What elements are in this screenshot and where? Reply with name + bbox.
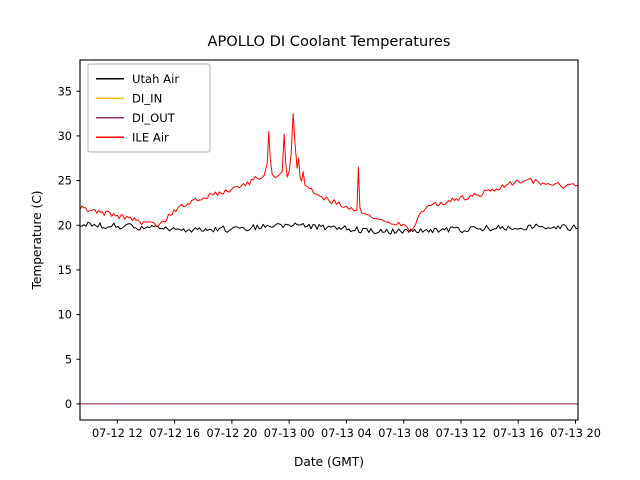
x-axis-label: Date (GMT) (294, 455, 364, 469)
legend-box (87, 63, 211, 153)
series-ile-air (79, 113, 579, 233)
y-axis-label: Temperature (C) (30, 190, 44, 290)
legend-label-di-out: DI_OUT (132, 111, 176, 125)
x-tick-label: 07-13 00 (264, 427, 315, 440)
y-tick-label: 30 (58, 130, 72, 143)
legend-label-di-in: DI_IN (132, 91, 162, 105)
data-series-layer (79, 113, 579, 405)
y-tick-label: 15 (58, 264, 72, 277)
y-tick-label: 25 (58, 175, 72, 188)
x-tick-label: 07-13 12 (436, 427, 487, 440)
y-tick-label: 35 (58, 85, 72, 98)
y-tick-label: 5 (65, 353, 72, 366)
chart-title: APOLLO DI Coolant Temperatures (207, 33, 450, 50)
x-tick-label: 07-13 16 (493, 427, 544, 440)
x-tick-label: 07-13 04 (321, 427, 372, 440)
axes-frame (79, 59, 579, 421)
series-utah-air (79, 221, 579, 235)
x-tick-label: 07-12 20 (206, 427, 257, 440)
x-tick-label: 07-13 08 (378, 427, 429, 440)
chart-legend[interactable]: Utah Air DI_IN DI_OUT ILE Air (87, 63, 211, 153)
x-tick-label: 07-12 12 (92, 427, 143, 440)
legend-label-ile-air: ILE Air (132, 130, 169, 144)
y-axis-ticks: 0 5 10 15 20 25 30 35 (58, 85, 80, 411)
y-tick-label: 20 (58, 219, 72, 232)
legend-label-utah-air: Utah Air (132, 72, 179, 86)
x-axis-ticks: 07-12 12 07-12 16 07-12 20 07-13 00 07-13 04… (92, 420, 601, 440)
y-tick-label: 0 (65, 398, 72, 411)
y-tick-label: 10 (58, 309, 72, 322)
x-tick-label: 07-12 16 (149, 427, 200, 440)
x-tick-label: 07-13 20 (550, 427, 601, 440)
